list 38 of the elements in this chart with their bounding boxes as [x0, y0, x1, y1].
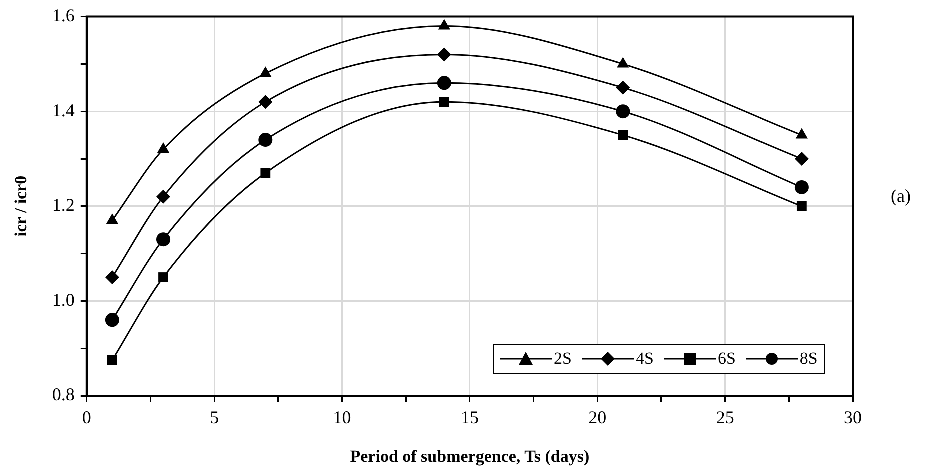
- y-tick-label: 1.2: [52, 195, 75, 216]
- point: [437, 76, 452, 90]
- point: [439, 97, 450, 108]
- legend-label: 2S: [554, 349, 572, 369]
- legend-label: 4S: [636, 349, 654, 369]
- y-tick-label: 1.6: [52, 6, 75, 26]
- y-tick-label: 0.8: [52, 384, 75, 405]
- legend-label: 8S: [800, 349, 818, 369]
- point: [260, 168, 271, 178]
- x-tick-label: 10: [333, 408, 352, 428]
- x-tick-label: 5: [210, 408, 220, 428]
- y-axis-title: icr / icr0: [12, 176, 31, 237]
- text: (a): [891, 186, 911, 208]
- point: [157, 142, 170, 154]
- point: [794, 180, 809, 194]
- point: [156, 190, 171, 204]
- point: [158, 272, 168, 282]
- point: [618, 130, 628, 140]
- x-tick-label: 15: [460, 408, 479, 428]
- point: [105, 270, 120, 284]
- point: [616, 80, 630, 95]
- x-tick-label: 25: [716, 408, 734, 428]
- x-tick-label: 30: [844, 408, 862, 428]
- point: [796, 201, 807, 212]
- point: [437, 48, 452, 62]
- point: [258, 95, 273, 110]
- point: [794, 152, 809, 166]
- point: [105, 313, 120, 328]
- x-axis-title: Period of submergence, Ts (days): [350, 447, 590, 466]
- y-tick-label: 1.0: [52, 290, 75, 310]
- point: [258, 133, 273, 148]
- x-tick-label: 20: [588, 408, 607, 428]
- x-tick-label: 0: [82, 408, 92, 428]
- y-tick-label: 1.4: [52, 100, 75, 120]
- point: [107, 356, 118, 366]
- point: [616, 104, 630, 119]
- legend-label: 6S: [718, 349, 736, 369]
- point: [156, 232, 171, 247]
